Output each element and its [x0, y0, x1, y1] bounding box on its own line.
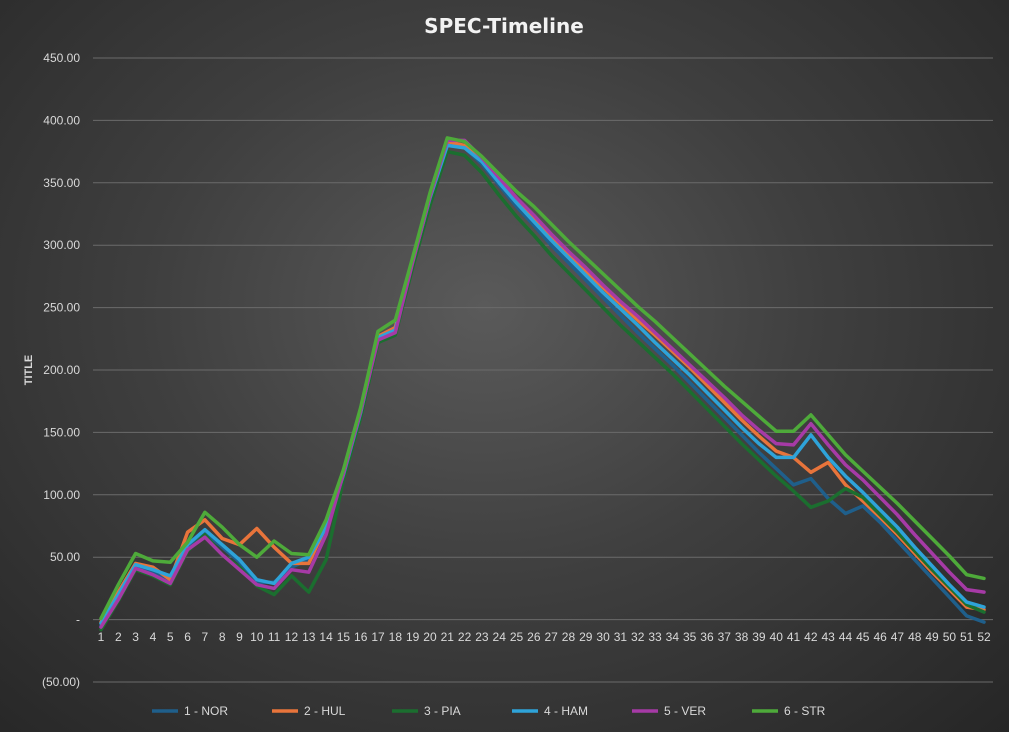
x-tick-label: 17 — [371, 630, 385, 644]
legend-item: 3 - PIA — [392, 704, 461, 718]
x-tick-label: 13 — [302, 630, 316, 644]
y-tick-label: 450.00 — [43, 51, 80, 65]
legend-item: 1 - NOR — [152, 704, 228, 718]
y-tick-label: 400.00 — [43, 113, 80, 127]
x-tick-label: 52 — [977, 630, 991, 644]
legend-label: 2 - HUL — [304, 704, 346, 718]
x-tick-label: 3 — [132, 630, 139, 644]
x-tick-label: 28 — [562, 630, 576, 644]
x-tick-label: 14 — [319, 630, 333, 644]
x-tick-label: 37 — [718, 630, 732, 644]
y-tick-label: 50.00 — [50, 550, 80, 564]
legend-item: 4 - HAM — [512, 704, 588, 718]
legend-item: 5 - VER — [632, 704, 706, 718]
legend-label: 4 - HAM — [544, 704, 588, 718]
x-tick-label: 15 — [337, 630, 351, 644]
x-tick-label: 33 — [648, 630, 662, 644]
series-line-4 — [99, 143, 986, 626]
x-tick-label: 8 — [219, 630, 226, 644]
x-tick-label: 16 — [354, 630, 368, 644]
series-line-6 — [99, 136, 986, 621]
x-tick-label: 30 — [596, 630, 610, 644]
legend-label: 1 - NOR — [184, 704, 228, 718]
y-tick-label: 200.00 — [43, 363, 80, 377]
x-tick-label: 45 — [856, 630, 870, 644]
y-tick-label: (50.00) — [42, 675, 80, 689]
x-tick-label: 25 — [510, 630, 524, 644]
x-tick-label: 24 — [493, 630, 507, 644]
x-tick-label: 27 — [544, 630, 558, 644]
x-axis-tick-labels: 1 2 3 4 5 6 7 8 9 10 11 12 13 14 15 16 17 18 19 20 21 22 23 24 2… — [98, 630, 991, 644]
x-tick-label: 49 — [925, 630, 939, 644]
x-tick-label: 35 — [683, 630, 697, 644]
x-tick-label: 50 — [943, 630, 957, 644]
gridlines — [93, 57, 993, 683]
y-tick-label: 250.00 — [43, 301, 80, 315]
x-tick-label: 39 — [752, 630, 766, 644]
x-tick-label: 21 — [441, 630, 455, 644]
chart-title: SPEC-Timeline — [424, 14, 584, 38]
x-tick-label: 5 — [167, 630, 174, 644]
x-tick-label: 38 — [735, 630, 749, 644]
legend-label: 5 - VER — [664, 704, 706, 718]
x-tick-label: 4 — [150, 630, 157, 644]
y-tick-label: 100.00 — [43, 488, 80, 502]
x-tick-label: 41 — [787, 630, 801, 644]
x-tick-label: 20 — [423, 630, 437, 644]
series-lines — [99, 136, 986, 632]
x-tick-label: 7 — [202, 630, 209, 644]
x-tick-label: 34 — [666, 630, 680, 644]
y-tick-label: 150.00 — [43, 425, 80, 439]
x-tick-label: 29 — [579, 630, 593, 644]
series-line-5 — [99, 138, 986, 629]
legend-label: 6 - STR — [784, 704, 826, 718]
x-tick-label: 36 — [700, 630, 714, 644]
x-tick-label: 18 — [389, 630, 403, 644]
x-tick-label: 23 — [475, 630, 489, 644]
x-tick-label: 51 — [960, 630, 974, 644]
x-tick-label: 12 — [285, 630, 299, 644]
y-tick-label: - — [76, 613, 80, 627]
x-tick-label: 43 — [821, 630, 835, 644]
x-tick-label: 47 — [891, 630, 905, 644]
legend-item: 2 - HUL — [272, 704, 346, 718]
x-tick-label: 44 — [839, 630, 853, 644]
legend-label: 3 - PIA — [424, 704, 461, 718]
y-axis-title: TITLE — [23, 355, 35, 386]
x-tick-label: 6 — [184, 630, 191, 644]
y-tick-label: 350.00 — [43, 176, 80, 190]
x-tick-label: 26 — [527, 630, 541, 644]
x-tick-label: 31 — [614, 630, 628, 644]
x-tick-label: 19 — [406, 630, 420, 644]
x-tick-label: 40 — [770, 630, 784, 644]
x-tick-label: 48 — [908, 630, 922, 644]
x-tick-label: 32 — [631, 630, 645, 644]
y-axis-tick-labels: (50.00) - 50.00 100.00 150.00 200.00 250.00 300… — [42, 51, 80, 689]
legend: 1 - NOR 2 - HUL 3 - PIA 4 - HAM 5 - VER 6 - S… — [152, 704, 826, 718]
y-tick-label: 300.00 — [43, 238, 80, 252]
x-tick-label: 10 — [250, 630, 264, 644]
x-tick-label: 2 — [115, 630, 122, 644]
x-tick-label: 1 — [98, 630, 105, 644]
x-tick-label: 22 — [458, 630, 472, 644]
x-tick-label: 42 — [804, 630, 818, 644]
x-tick-label: 11 — [268, 630, 281, 644]
series-line-2 — [99, 139, 986, 624]
x-tick-label: 9 — [236, 630, 243, 644]
x-tick-label: 46 — [873, 630, 887, 644]
legend-item: 6 - STR — [752, 704, 826, 718]
